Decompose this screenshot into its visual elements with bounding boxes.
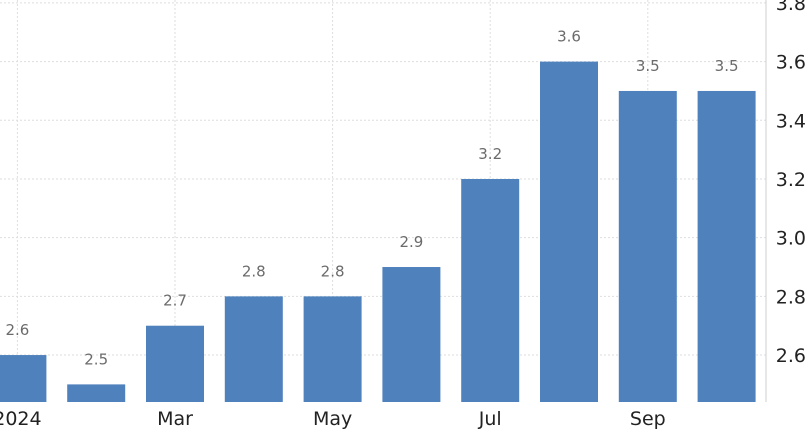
data-label: 2.8 [242,262,266,280]
bars [0,61,756,403]
x-axis-ticks: 2024 Mar May Jul Sep [0,408,666,430]
bar [303,296,362,402]
data-labels: 2.6 2.5 2.7 2.8 2.8 2.9 3.2 3.6 3.5 3.5 [5,28,738,369]
y-tick-label: 3.6 [776,52,806,74]
y-tick-label: 3.8 [776,0,806,15]
data-label: 3.5 [636,57,660,75]
data-label: 3.5 [715,57,739,75]
data-label: 2.5 [84,350,108,368]
data-label: 2.9 [399,233,423,251]
y-tick-label: 3.0 [776,228,806,250]
data-label: 3.6 [557,28,581,46]
data-label: 3.2 [478,145,502,163]
bar [382,267,441,402]
bar [224,296,283,402]
y-tick-label: 2.8 [776,286,806,308]
y-tick-label: 3.4 [776,110,806,132]
x-tick-label: Mar [157,408,193,430]
data-label: 2.6 [5,321,29,339]
data-label: 2.8 [321,262,345,280]
bar [67,384,126,402]
x-tick-label: May [313,408,352,430]
x-tick-label: Sep [630,408,666,430]
bar [0,355,47,402]
x-tick-label: 2024 [0,408,42,430]
bar [461,178,520,402]
y-tick-label: 3.2 [776,169,806,191]
bar [618,90,677,402]
data-label: 2.7 [163,292,187,310]
bar [540,61,598,403]
bar [146,325,204,402]
y-tick-label: 2.6 [776,345,806,367]
x-tick-label: Jul [478,408,502,430]
bar [697,90,756,402]
y-axis-ticks: 2.6 2.8 3.0 3.2 3.4 3.6 3.8 [776,0,806,367]
